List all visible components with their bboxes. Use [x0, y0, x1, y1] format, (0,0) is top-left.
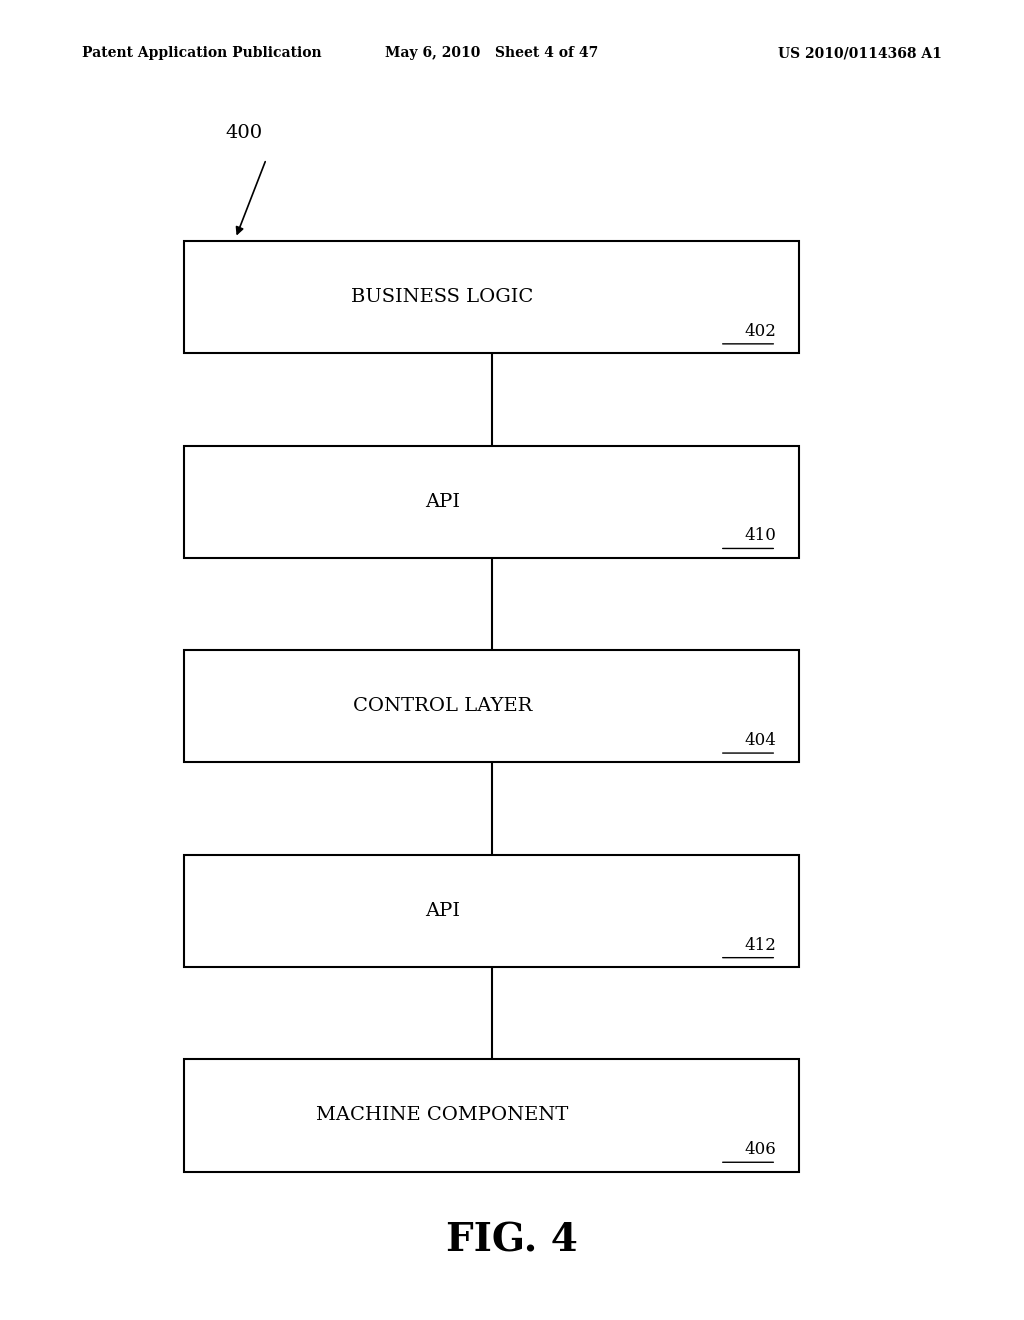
Text: May 6, 2010   Sheet 4 of 47: May 6, 2010 Sheet 4 of 47	[385, 46, 598, 61]
Text: FIG. 4: FIG. 4	[446, 1222, 578, 1259]
FancyBboxPatch shape	[184, 242, 799, 352]
Text: 410: 410	[744, 528, 776, 544]
FancyBboxPatch shape	[184, 1059, 799, 1172]
Text: 406: 406	[744, 1142, 776, 1159]
Text: Patent Application Publication: Patent Application Publication	[82, 46, 322, 61]
Text: US 2010/0114368 A1: US 2010/0114368 A1	[778, 46, 942, 61]
FancyBboxPatch shape	[184, 649, 799, 762]
Text: 402: 402	[744, 323, 776, 339]
Text: 400: 400	[225, 124, 262, 141]
FancyBboxPatch shape	[184, 446, 799, 557]
Text: API: API	[425, 902, 460, 920]
Text: 404: 404	[744, 733, 776, 748]
Text: MACHINE COMPONENT: MACHINE COMPONENT	[316, 1106, 568, 1125]
Text: API: API	[425, 492, 460, 511]
Text: CONTROL LAYER: CONTROL LAYER	[352, 697, 532, 715]
Text: BUSINESS LOGIC: BUSINESS LOGIC	[351, 288, 534, 306]
FancyBboxPatch shape	[184, 855, 799, 966]
Text: 412: 412	[744, 937, 776, 953]
